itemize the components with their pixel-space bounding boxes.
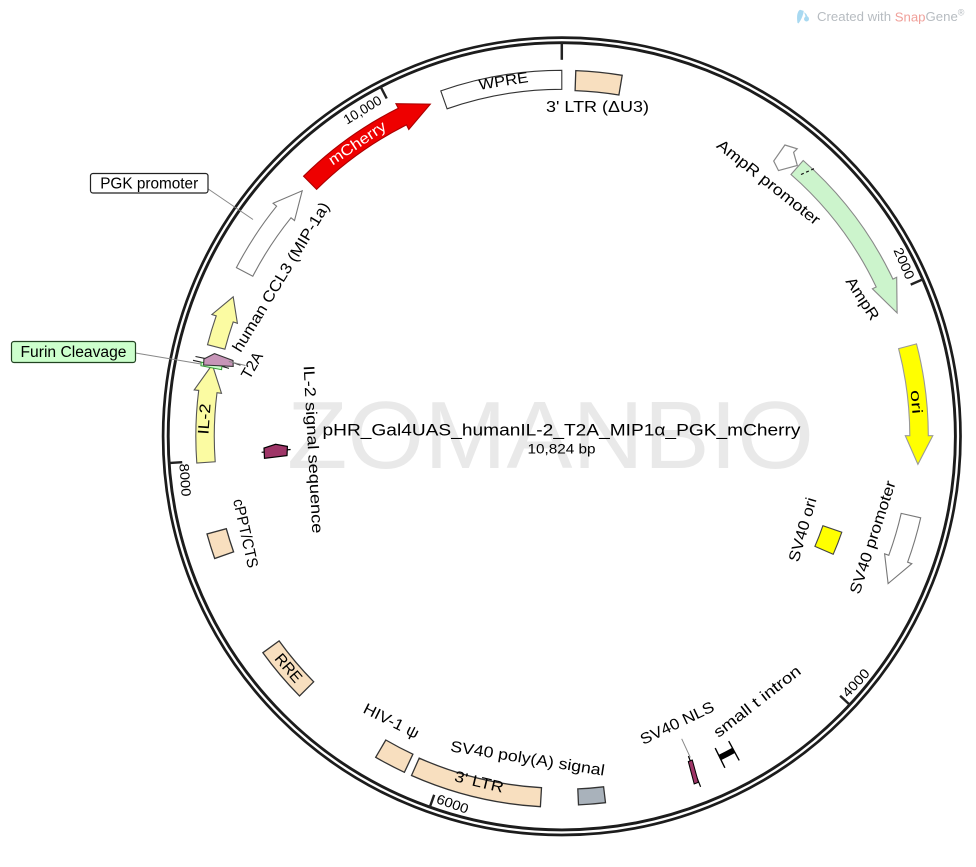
svg-text:IL-2: IL-2 xyxy=(195,403,214,435)
svg-text:ori: ori xyxy=(906,389,924,414)
svg-text:ZOMANBIO: ZOMANBIO xyxy=(287,382,814,489)
svg-text:PGK promoter: PGK promoter xyxy=(100,175,198,192)
svg-text:10,824 bp: 10,824 bp xyxy=(528,442,596,457)
svg-text:Created with SnapGene®: Created with SnapGene® xyxy=(817,8,965,25)
svg-text:8000: 8000 xyxy=(176,463,193,497)
svg-text:Furin Cleavage: Furin Cleavage xyxy=(21,344,127,361)
svg-text:pHR_Gal4UAS_humanIL-2_T2A_MIP1: pHR_Gal4UAS_humanIL-2_T2A_MIP1α_PGK_mChe… xyxy=(323,422,802,440)
svg-text:3' LTR (ΔU3): 3' LTR (ΔU3) xyxy=(546,99,649,116)
